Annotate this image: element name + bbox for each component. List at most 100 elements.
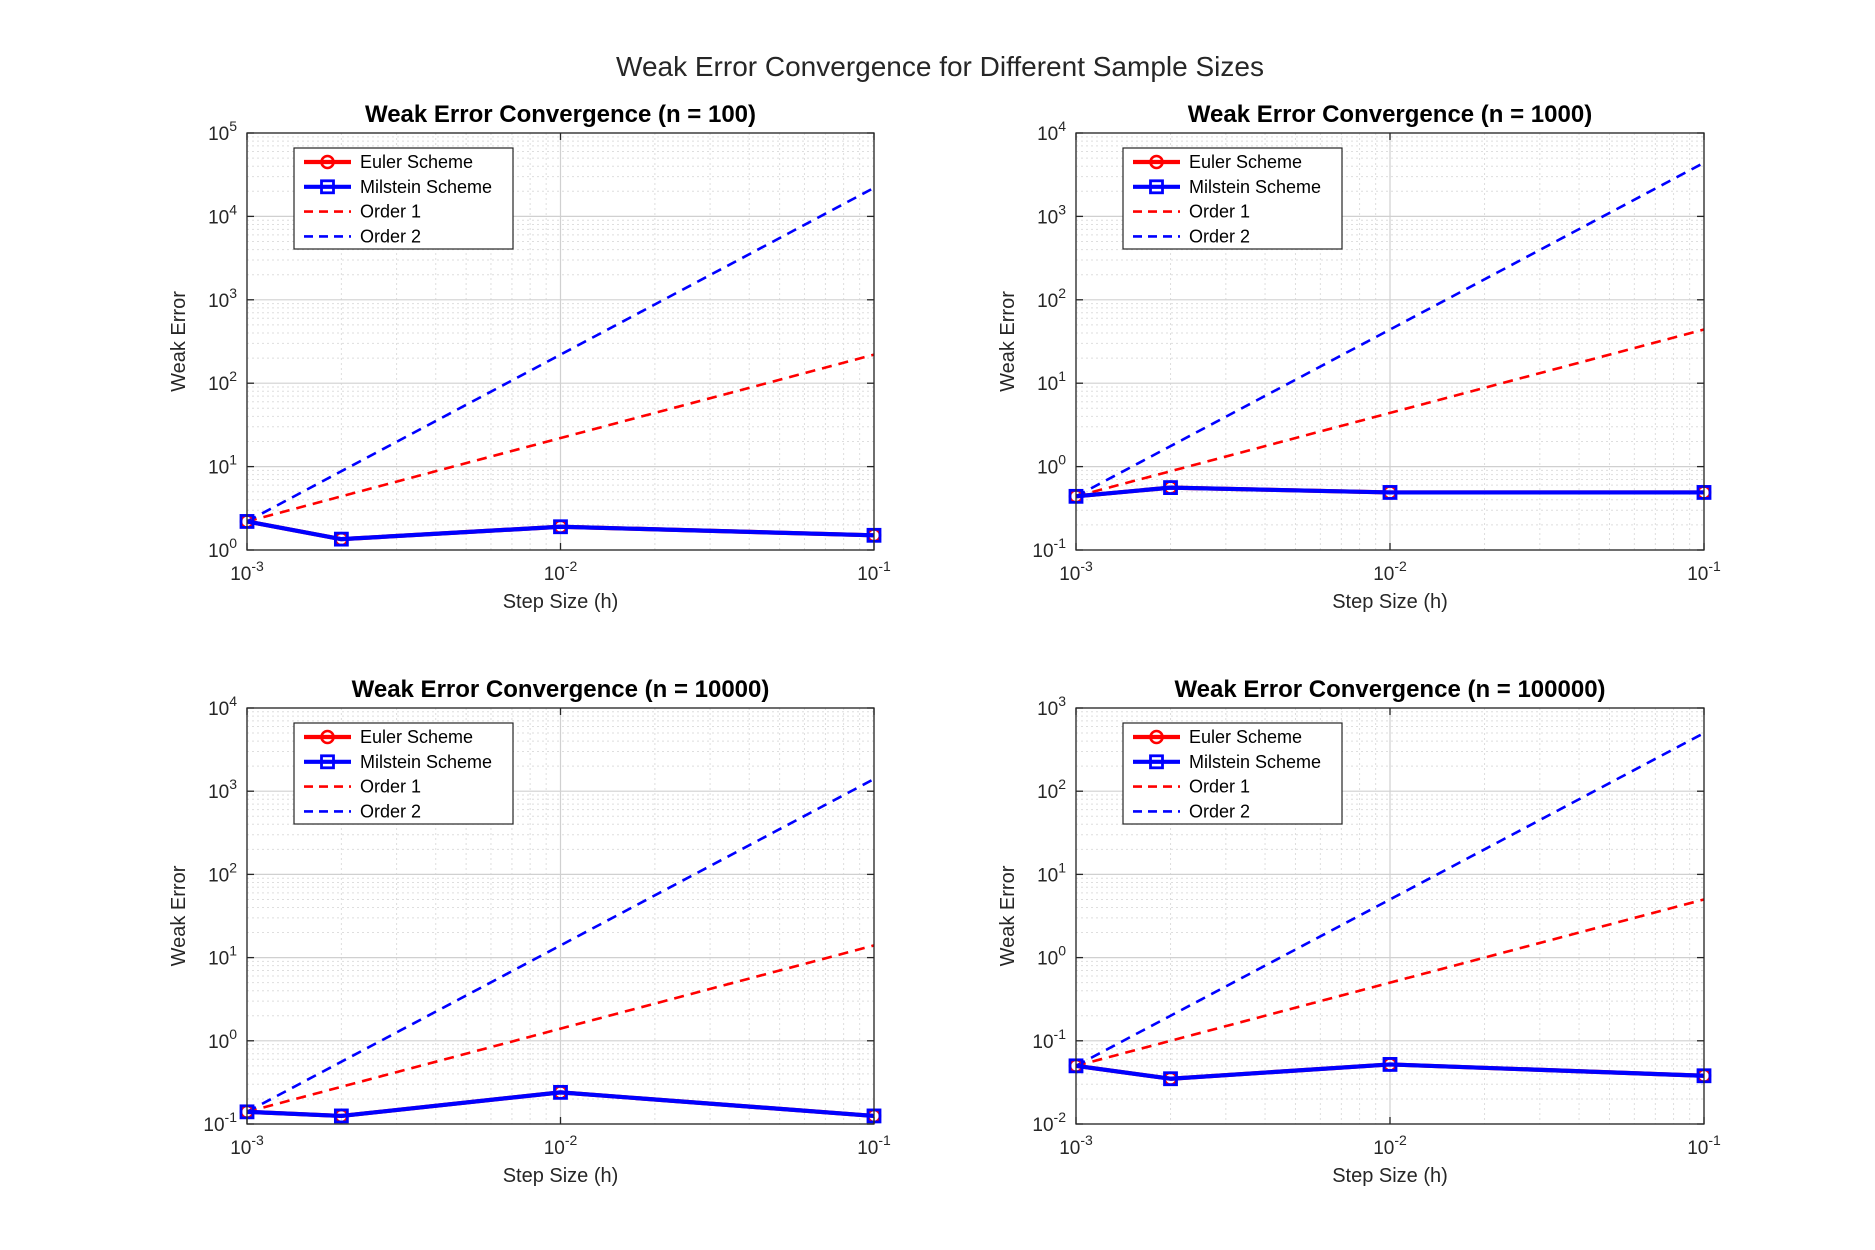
y-tick-label: 100 <box>208 535 237 562</box>
series-line-order-1 <box>246 353 875 523</box>
legend-marker-circle <box>1149 154 1164 170</box>
legend-label: Order 2 <box>1189 801 1250 821</box>
y-tick-label: 104 <box>208 201 237 228</box>
y-axis-label: Weak Error <box>997 291 1019 392</box>
legend-label: Milstein Scheme <box>360 177 492 197</box>
legend-box <box>293 147 514 250</box>
milstein-point <box>553 519 568 535</box>
legend-label: Order 2 <box>1189 226 1250 246</box>
legend-marker-square <box>320 754 335 770</box>
legend-label: Order 1 <box>360 777 421 797</box>
legend-label: Euler Scheme <box>360 727 473 747</box>
legend: Euler Scheme Milstein Scheme Order 1 Order … <box>1122 722 1343 825</box>
x-axis-label: Step Size (h) <box>1332 591 1448 613</box>
y-tick-label: 105 <box>208 118 237 145</box>
legend-label: Order 1 <box>1189 777 1250 797</box>
x-tick-label: 10-3 <box>1059 1132 1093 1159</box>
x-axis-label: Step Size (h) <box>503 591 619 613</box>
y-tick-label: 103 <box>208 776 237 803</box>
y-tick-label: 102 <box>1037 285 1066 312</box>
subplot-title: Weak Error Convergence (n = 1000) <box>1188 101 1592 128</box>
series-line-order-1 <box>1075 328 1705 498</box>
legend-label: Order 1 <box>360 202 421 222</box>
legend-box <box>1122 722 1343 825</box>
figure-suptitle: Weak Error Convergence for Different Sam… <box>616 51 1264 82</box>
legend-label: Milstein Scheme <box>1189 752 1321 772</box>
y-tick-label: 101 <box>1037 368 1066 395</box>
y-tick-label: 102 <box>208 368 237 395</box>
milstein-point <box>553 1084 568 1100</box>
subplot-1: 10-3 10-2 10-1 100 101 102 103 104 105 Weak Error… <box>168 101 891 613</box>
y-tick-label: 101 <box>208 452 237 479</box>
x-tick-label: 10-1 <box>857 558 891 585</box>
y-tick-label: 103 <box>1037 693 1066 720</box>
legend-label: Order 2 <box>360 226 421 246</box>
y-tick-label: 100 <box>208 1026 237 1053</box>
series-line-order-1 <box>246 944 875 1114</box>
series-line-milstein-scheme <box>246 1090 875 1119</box>
legend-marker-square <box>320 179 335 195</box>
y-tick-label: 10-2 <box>1032 1109 1066 1136</box>
y-tick-label: 101 <box>1037 859 1066 886</box>
subplot-3: 10-3 10-2 10-1 10-1 100 101 102 103 104 Weak Erro… <box>168 676 891 1187</box>
y-tick-label: 10-1 <box>203 1109 237 1136</box>
x-tick-label: 10-2 <box>544 1132 578 1159</box>
x-tick-label: 10-1 <box>857 1132 891 1159</box>
x-tick-label: 10-2 <box>1373 558 1407 585</box>
x-tick-label: 10-3 <box>1059 558 1093 585</box>
legend-label: Order 2 <box>360 801 421 821</box>
legend-marker-circle <box>320 154 335 170</box>
legend-label: Order 1 <box>1189 202 1250 222</box>
legend-marker-square <box>1149 754 1164 770</box>
milstein-point <box>1382 485 1398 500</box>
subplot-title: Weak Error Convergence (n = 100000) <box>1174 676 1605 703</box>
y-axis-label: Weak Error <box>168 291 190 392</box>
legend-label: Milstein Scheme <box>1189 177 1321 197</box>
y-tick-label: 104 <box>208 693 237 720</box>
x-axis-label: Step Size (h) <box>503 1165 619 1187</box>
legend: Euler Scheme Milstein Scheme Order 1 Order … <box>293 722 514 825</box>
y-tick-label: 100 <box>1037 452 1066 479</box>
x-tick-label: 10-2 <box>544 558 578 585</box>
y-tick-label: 100 <box>1037 943 1066 970</box>
milstein-point <box>1163 1071 1178 1087</box>
y-tick-label: 103 <box>208 285 237 312</box>
milstein-point <box>333 1108 349 1124</box>
y-tick-label: 103 <box>1037 201 1066 228</box>
x-tick-label: 10-1 <box>1687 558 1721 585</box>
y-tick-label: 10-1 <box>1032 1026 1066 1053</box>
x-tick-label: 10-3 <box>230 558 264 585</box>
x-tick-label: 10-1 <box>1687 1132 1721 1159</box>
legend-marker-circle <box>1149 729 1164 745</box>
subplot-title: Weak Error Convergence (n = 100) <box>365 101 756 128</box>
y-tick-label: 101 <box>208 943 237 970</box>
series-line-milstein-scheme <box>1075 1062 1705 1081</box>
subplot-2: 10-3 10-2 10-1 10-1 100 101 102 103 104 Weak Erro… <box>997 101 1721 613</box>
legend: Euler Scheme Milstein Scheme Order 1 Order … <box>1122 147 1343 250</box>
legend-label: Milstein Scheme <box>360 752 492 772</box>
y-tick-label: 10-1 <box>1032 535 1066 562</box>
milstein-point <box>1163 480 1178 496</box>
legend-marker-square <box>1149 179 1164 195</box>
legend-marker-circle <box>320 729 335 745</box>
legend-box <box>293 722 514 825</box>
x-axis-label: Step Size (h) <box>1332 1165 1448 1187</box>
milstein-point <box>333 531 349 547</box>
milstein-point <box>1382 1057 1398 1072</box>
y-tick-label: 102 <box>208 859 237 886</box>
y-tick-label: 104 <box>1037 118 1066 145</box>
legend-label: Euler Scheme <box>1189 727 1302 747</box>
y-tick-label: 102 <box>1037 776 1066 803</box>
y-axis-label: Weak Error <box>997 865 1019 966</box>
legend: Euler Scheme Milstein Scheme Order 1 Order … <box>293 147 514 250</box>
x-tick-label: 10-3 <box>230 1132 264 1159</box>
x-tick-label: 10-2 <box>1373 1132 1407 1159</box>
series-line-milstein-scheme <box>246 519 875 542</box>
legend-label: Euler Scheme <box>360 152 473 172</box>
series-line-milstein-scheme <box>1075 485 1704 499</box>
legend-box <box>1122 147 1343 250</box>
y-axis-label: Weak Error <box>168 865 190 966</box>
